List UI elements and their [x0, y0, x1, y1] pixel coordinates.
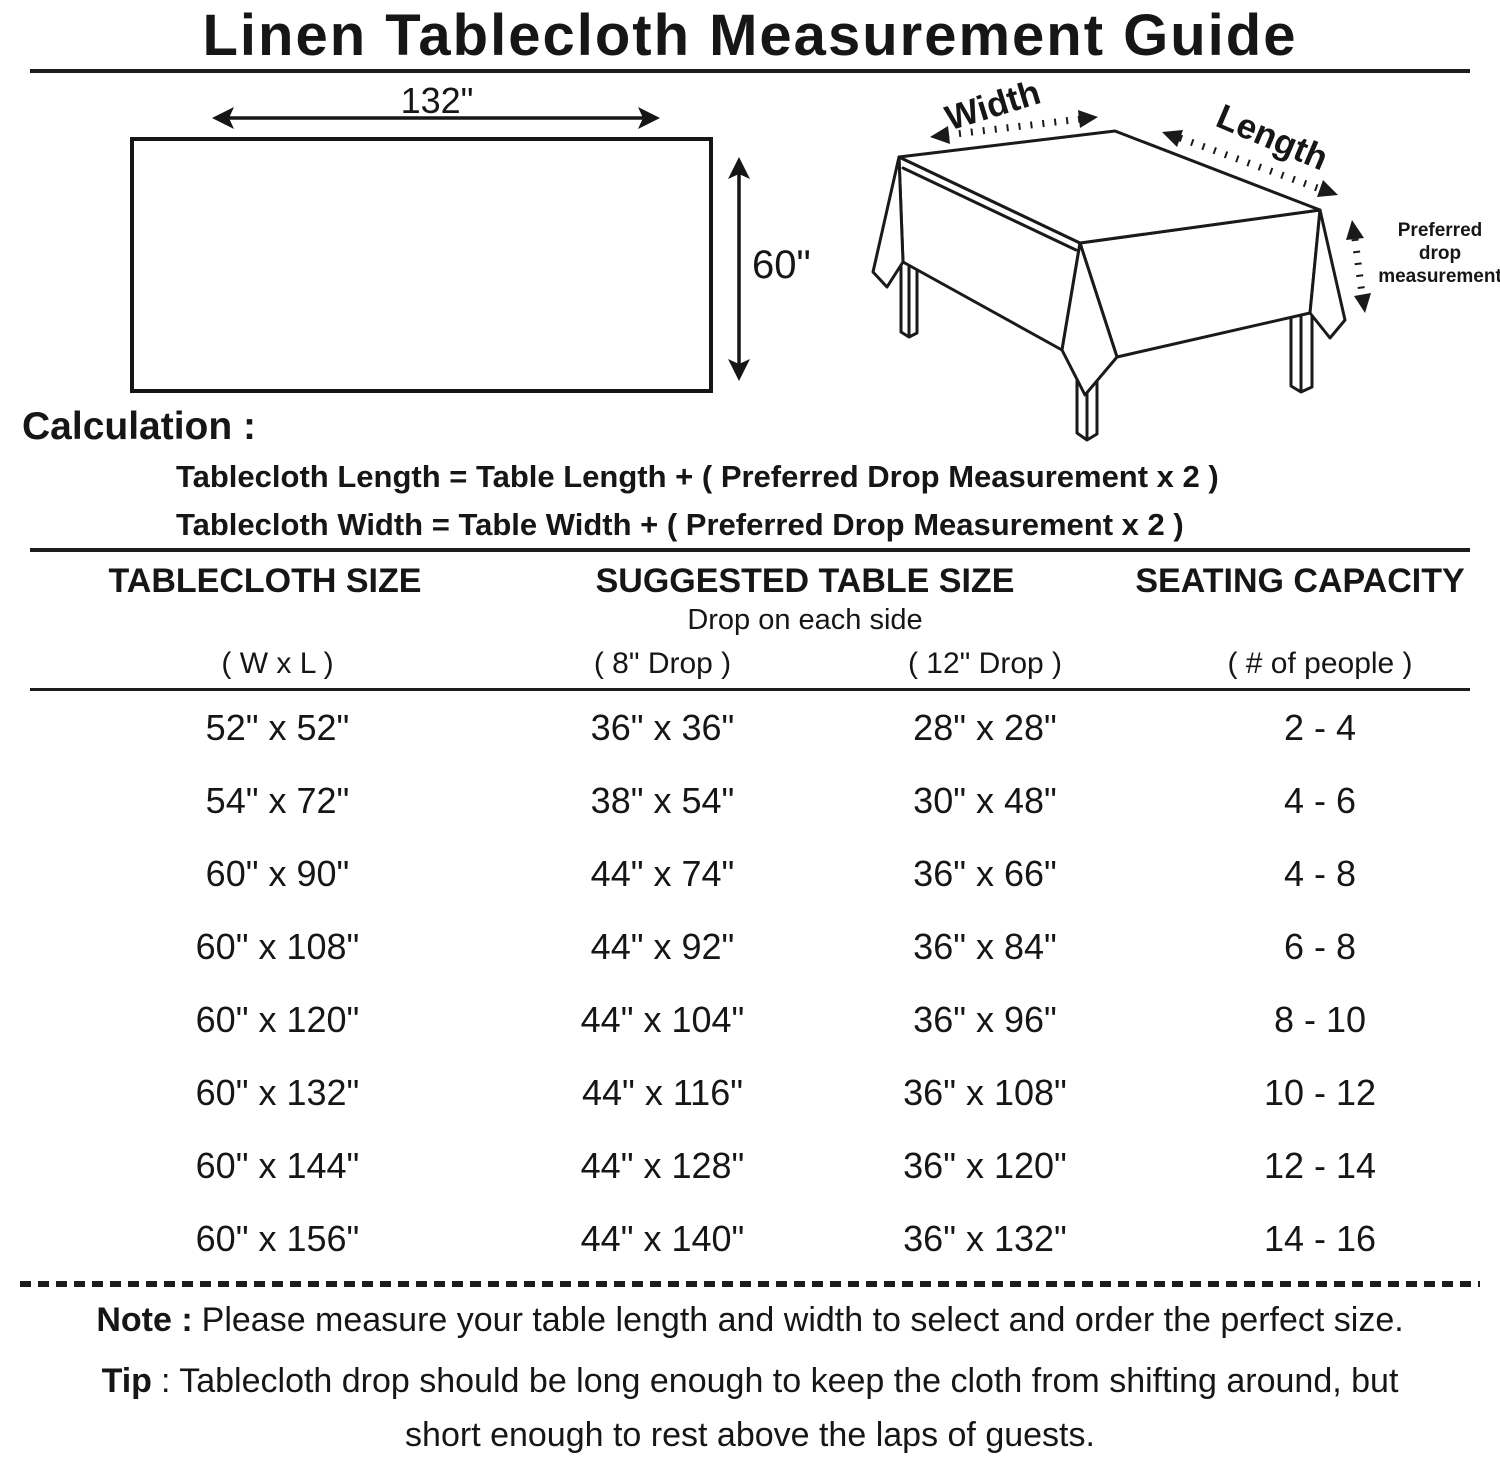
note-line: Note : Please measure your table length a… — [0, 1301, 1500, 1340]
subheader-people: ( # of people ) — [1227, 647, 1413, 680]
drop-on-each-side-note: Drop on each side — [687, 604, 923, 636]
size-cell: 36" x 120" — [903, 1144, 1067, 1186]
header-suggested-table-size: SUGGESTED TABLE SIZE — [595, 562, 1015, 600]
size-cell: 36" x 132" — [903, 1217, 1067, 1259]
size-table-body: 52" x 52" 36" x 36" 28" x 28" 2 - 4 54" … — [0, 691, 1440, 1275]
note-label: Note : — [96, 1301, 193, 1339]
page-title: Linen Tablecloth Measurement Guide — [202, 3, 1298, 68]
preferred-drop-label: Preferred drop measurement — [1378, 220, 1500, 287]
length-dotted-arrow — [1162, 130, 1338, 197]
drop-dotted-arrow — [1346, 220, 1371, 313]
size-cell: 28" x 28" — [913, 706, 1057, 748]
calculation-heading: Calculation : — [22, 405, 257, 448]
size-cell: 12 - 14 — [1263, 1144, 1377, 1186]
footer-dashed-divider — [20, 1281, 1480, 1287]
size-cell: 60" x 156" — [195, 1217, 360, 1259]
size-cell: 60" x 90" — [205, 852, 350, 894]
sub-header-row: ( W x L ) ( 8" Drop ) ( 12" Drop ) ( # o… — [0, 641, 1440, 687]
size-cell: 38" x 54" — [590, 779, 735, 821]
tablecloth-rectangle-diagram — [130, 137, 713, 393]
subheader-12-drop: ( 12" Drop ) — [907, 647, 1063, 680]
tip-text-2: short enough to rest above the laps of g… — [405, 1416, 1095, 1454]
width-formula: Tablecloth Width = Table Width + ( Prefe… — [176, 507, 1184, 542]
tip-line-1: Tip: Tablecloth drop should be long enou… — [0, 1362, 1500, 1401]
size-cell: 60" x 108" — [195, 925, 360, 967]
vertical-dimension-arrow — [728, 157, 750, 381]
size-cell: 10 - 12 — [1263, 1071, 1377, 1113]
size-cell: 36" x 108" — [903, 1071, 1067, 1113]
tablecloth-width-dimension: 132" — [400, 80, 474, 121]
tip-label: Tip — [101, 1362, 152, 1400]
calculation-divider — [30, 548, 1470, 552]
subheader-wxl: ( W x L ) — [221, 647, 334, 680]
subheader-8-drop: ( 8" Drop ) — [593, 647, 732, 680]
size-cell: 52" x 52" — [205, 706, 350, 748]
size-cell: 36" x 66" — [913, 852, 1057, 894]
horizontal-dimension-arrow — [212, 107, 660, 129]
size-cell: 36" x 84" — [913, 925, 1057, 967]
size-cell: 44" x 104" — [580, 998, 745, 1040]
size-cell: 60" x 120" — [195, 998, 360, 1040]
length-formula: Tablecloth Length = Table Length + ( Pre… — [176, 459, 1219, 494]
header-seating-capacity: SEATING CAPACITY — [1135, 562, 1465, 600]
size-cell: 14 - 16 — [1263, 1217, 1377, 1259]
tip-line-2: short enough to rest above the laps of g… — [0, 1416, 1500, 1455]
size-cell: 36" x 36" — [590, 706, 735, 748]
header-divider — [30, 688, 1470, 691]
size-cell: 44" x 116" — [582, 1071, 743, 1113]
size-cell: 44" x 128" — [580, 1144, 745, 1186]
size-cell: 44" x 140" — [580, 1217, 745, 1259]
tip-text-1: : Tablecloth drop should be long enough … — [160, 1362, 1399, 1400]
width-dotted-arrow — [930, 110, 1098, 144]
table-with-tablecloth-illustration — [871, 110, 1371, 442]
header-tablecloth-size: TABLECLOTH SIZE — [108, 562, 422, 600]
size-cell: 4 - 6 — [1283, 779, 1357, 821]
size-cell: 36" x 96" — [913, 998, 1057, 1040]
title-divider — [30, 69, 1470, 73]
size-cell: 8 - 10 — [1273, 998, 1367, 1040]
size-cell: 60" x 132" — [195, 1071, 360, 1113]
size-cell: 6 - 8 — [1283, 925, 1357, 967]
size-cell: 4 - 8 — [1283, 852, 1357, 894]
size-cell: 30" x 48" — [913, 779, 1057, 821]
note-text: Please measure your table length and wid… — [201, 1301, 1404, 1339]
size-cell: 60" x 144" — [195, 1144, 360, 1186]
size-cell: 44" x 74" — [590, 852, 735, 894]
size-cell: 54" x 72" — [205, 779, 350, 821]
tablecloth-height-dimension: 60" — [752, 243, 811, 287]
size-cell: 44" x 92" — [590, 925, 735, 967]
size-cell: 2 - 4 — [1283, 706, 1357, 748]
